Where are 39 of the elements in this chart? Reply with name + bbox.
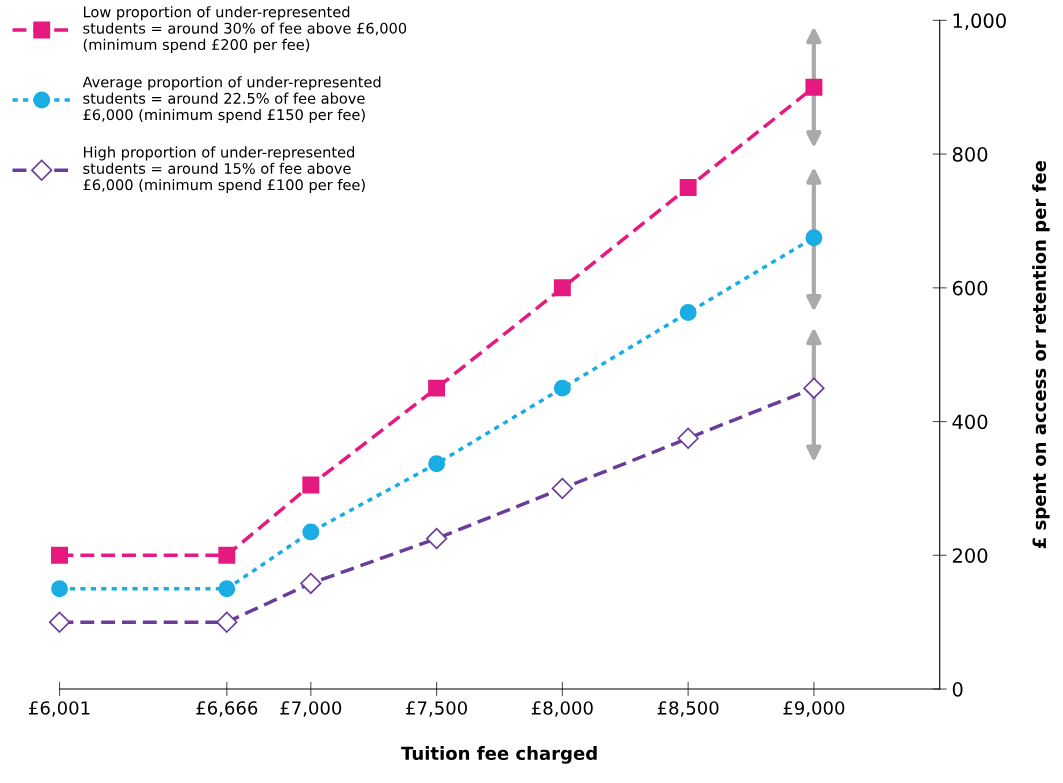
point — [553, 279, 571, 297]
point — [679, 179, 697, 197]
legend-label: Average proportion of under-represented students = around 22.5% of fee above £6,000 (minimum spend £150 per fee) — [82, 76, 381, 124]
point — [48, 611, 71, 633]
point — [805, 78, 823, 96]
point — [677, 427, 699, 449]
x-axis-title: Tuition fee charged — [401, 746, 597, 764]
x-tick-label: £7,000 — [280, 701, 342, 717]
x-tick-label: £8,000 — [531, 701, 593, 717]
point — [551, 477, 574, 500]
x-tick-label: £8,500 — [657, 701, 719, 717]
legend-label: Low proportion of under-represented students = around 30% of fee above £6,000 (minimum spend £200 per fee) — [83, 6, 407, 53]
y-tick-label: 400 — [952, 414, 988, 430]
point — [218, 546, 236, 564]
point — [218, 580, 236, 598]
point — [805, 229, 823, 247]
y-tick-label: 200 — [952, 548, 988, 563]
x-tick-label: £7,500 — [406, 701, 467, 717]
point — [553, 379, 571, 397]
y-tick-label: 800 — [952, 147, 988, 162]
point — [428, 379, 446, 397]
y-axis-title: £ spent on access or retention per fee — [1032, 160, 1050, 549]
point — [302, 476, 320, 494]
point — [803, 377, 825, 399]
legend-label: High proportion of under-represented students = around 15% of fee above £6,000 (minimum spend £100 per fee) — [83, 146, 365, 194]
point — [302, 523, 320, 541]
x-tick-label: £6,666 — [196, 701, 258, 717]
point — [425, 527, 448, 550]
point — [679, 304, 697, 322]
point — [216, 611, 238, 633]
y-tick-label: 0 — [952, 682, 963, 697]
point — [51, 580, 69, 598]
x-tick-label: £9,000 — [783, 701, 845, 717]
point — [428, 455, 446, 473]
point — [51, 546, 69, 564]
point — [300, 572, 322, 595]
x-tick-label: £6,001 — [29, 701, 90, 717]
y-tick-label: 600 — [952, 280, 988, 296]
y-tick-label: 1,000 — [953, 13, 1006, 31]
